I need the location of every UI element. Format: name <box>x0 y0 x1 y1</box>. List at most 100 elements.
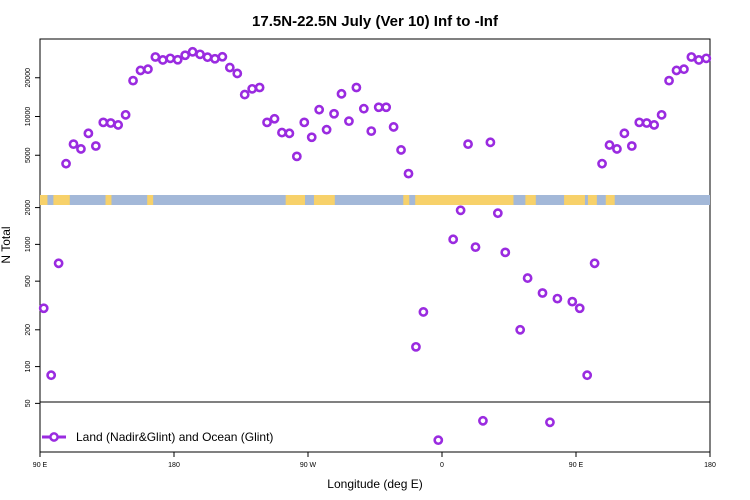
ocean-band <box>40 195 710 205</box>
lower-y-tick-label: 50 <box>25 399 32 407</box>
upper-data-point <box>61 158 71 169</box>
upper-data-point <box>247 83 258 94</box>
upper-data-point <box>329 108 339 119</box>
upper-data-point <box>693 55 704 65</box>
upper-data-point <box>321 124 332 135</box>
upper-data-point <box>277 127 287 138</box>
x-axis-title: Longitude (deg E) <box>327 477 422 491</box>
upper-data-point <box>686 52 697 62</box>
land-segment <box>587 195 597 205</box>
lower-y-tick-label: 200 <box>25 324 32 336</box>
lower-data-point <box>53 258 64 269</box>
data-points <box>38 46 712 446</box>
lower-data-point <box>455 205 466 216</box>
upper-data-point <box>120 109 131 120</box>
upper-data-point <box>210 53 220 64</box>
x-tick-label: 0 <box>440 462 444 469</box>
land-segment <box>403 195 410 205</box>
upper-data-point <box>344 116 354 127</box>
upper-data-point <box>388 122 399 132</box>
upper-data-point <box>262 117 272 128</box>
upper-y-tick-label: 5000 <box>25 147 32 163</box>
lower-data-point <box>478 415 488 426</box>
upper-data-point <box>366 126 377 137</box>
upper-data-point <box>165 53 176 64</box>
lower-data-point <box>500 247 511 258</box>
upper-data-point <box>634 117 645 128</box>
upper-data-point <box>306 132 317 143</box>
upper-data-point <box>172 54 183 65</box>
lower-data-point <box>589 258 600 269</box>
land-segment <box>415 195 514 205</box>
legend-label: Land (Nadir&Glint) and Ocean (Glint) <box>76 430 273 444</box>
lower-data-point <box>448 234 459 245</box>
land-segment <box>40 195 48 205</box>
upper-data-point <box>83 128 94 139</box>
x-tick-label: 180 <box>168 462 180 469</box>
lower-data-point <box>537 288 548 298</box>
y-axis-title: N Total <box>0 226 13 263</box>
x-tick-label: 90 E <box>569 462 584 469</box>
legend-circle-marker <box>49 432 59 442</box>
upper-data-point <box>232 68 243 79</box>
land-segment <box>53 195 70 205</box>
legend: Land (Nadir&Glint) and Ocean (Glint) <box>42 430 273 444</box>
upper-data-point <box>336 88 347 99</box>
upper-data-point <box>76 144 86 154</box>
upper-data-point <box>239 89 250 100</box>
x-tick-label: 90 E <box>33 462 48 469</box>
upper-y-axis: 5000 10000 20000 <box>25 68 40 163</box>
upper-data-point <box>157 55 168 65</box>
lower-y-tick-label: 2000 <box>25 200 32 216</box>
upper-data-point <box>641 118 652 128</box>
lower-data-point <box>522 273 533 283</box>
upper-data-point <box>664 75 674 86</box>
upper-data-point <box>351 82 362 93</box>
upper-data-point <box>98 117 109 128</box>
lower-data-point <box>492 208 503 219</box>
upper-data-point <box>143 64 153 75</box>
lower-data-point <box>515 324 526 335</box>
x-tick-label: 180 <box>704 462 716 469</box>
land-segment <box>564 195 585 205</box>
upper-data-point <box>90 141 101 151</box>
land-segment <box>313 195 335 205</box>
upper-data-point <box>202 52 213 63</box>
upper-data-point <box>254 82 265 93</box>
upper-y-tick-label: 20000 <box>25 68 32 88</box>
upper-data-point <box>187 46 198 57</box>
upper-data-point <box>485 137 496 148</box>
upper-data-point <box>113 120 124 130</box>
upper-data-point <box>463 139 473 150</box>
lower-data-point <box>433 435 444 446</box>
upper-data-point <box>217 51 228 62</box>
upper-data-point <box>597 158 607 169</box>
upper-data-point <box>105 118 116 128</box>
upper-data-point <box>358 103 369 114</box>
lower-data-point <box>38 303 49 314</box>
lower-data-point <box>567 296 578 307</box>
upper-data-point <box>612 144 622 154</box>
upper-data-point <box>135 65 146 76</box>
upper-data-point <box>224 62 235 73</box>
upper-data-point <box>649 120 660 130</box>
lower-data-point <box>574 303 585 314</box>
lower-data-point <box>418 307 429 317</box>
land-segment <box>525 195 536 205</box>
upper-data-point <box>180 50 191 61</box>
upper-data-point <box>68 139 79 150</box>
lower-y-tick-label: 1000 <box>25 236 32 252</box>
upper-data-point <box>195 49 205 60</box>
upper-data-point <box>269 113 280 124</box>
chart-title: 17.5N-22.5N July (Ver 10) Inf to -Inf <box>252 13 499 30</box>
upper-data-point <box>604 140 615 150</box>
upper-data-point <box>284 128 295 139</box>
lower-data-point <box>545 417 555 428</box>
upper-data-point <box>626 141 637 151</box>
lower-y-tick-label: 500 <box>25 275 32 287</box>
lower-y-tick-label: 100 <box>25 361 32 373</box>
upper-data-point <box>671 65 682 76</box>
upper-data-point <box>314 104 325 115</box>
